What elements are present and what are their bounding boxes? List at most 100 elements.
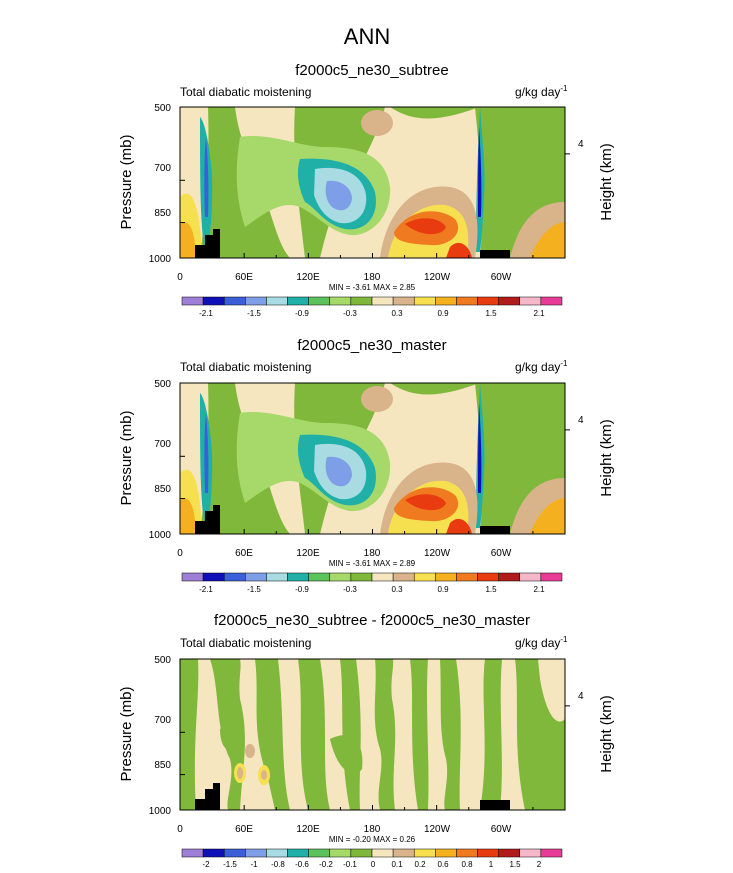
colorbar-label: 0.3: [391, 309, 403, 318]
figure-title: ANN: [344, 24, 390, 49]
colorbar-swatch: [477, 848, 499, 858]
axis-ticks: [179, 658, 570, 811]
colorbar-swatch: [435, 848, 457, 858]
contour-region: [515, 659, 565, 810]
colorbar-label: 1: [489, 860, 494, 869]
colorbar-label: -0.9: [295, 309, 309, 318]
y-tick-label: 850: [154, 484, 171, 495]
topography: [195, 783, 220, 810]
colorbar-swatch: [329, 848, 352, 858]
x-tick-label: 180: [364, 824, 381, 835]
units-label: g/kg day-1: [515, 359, 568, 374]
colorbar-swatch: [540, 572, 563, 582]
x-tick-label: 120W: [424, 548, 451, 559]
panel-title: f2000c5_ne30_master: [297, 337, 446, 354]
colorbar-swatch: [498, 296, 521, 306]
contour-region: [361, 110, 393, 136]
colorbar-label: -1.5: [247, 309, 261, 318]
variable-label: Total diabatic moistening: [180, 360, 311, 374]
x-tick-label: 120W: [424, 272, 451, 283]
contour-region: [446, 242, 472, 258]
contour-region: [405, 218, 446, 235]
colorbar-label: 0.3: [391, 585, 403, 594]
contour-region: [330, 735, 363, 774]
x-tick-label: 180: [364, 272, 381, 283]
colorbar-swatch: [350, 572, 373, 582]
colorbar-swatch: [435, 296, 457, 306]
colorbar-swatch: [308, 296, 331, 306]
contour-region: [180, 659, 199, 810]
contour-region: [180, 222, 196, 258]
colorbar-swatch: [181, 848, 204, 858]
contour-region: [530, 222, 565, 258]
panel-title: f2000c5_ne30_subtree - f2000c5_ne30_mast…: [214, 612, 530, 629]
x-tick-label: 180: [364, 548, 381, 559]
contour-region: [298, 659, 330, 810]
x-tick-label: 60W: [491, 548, 512, 559]
axis-ticks: [179, 382, 570, 535]
y2-axis-title: Height (km): [598, 143, 615, 221]
colorbar-swatch: [223, 296, 246, 306]
colorbar-label: 0.1: [391, 860, 403, 869]
x-tick-label: 60W: [491, 824, 512, 835]
colorbar-swatch: [498, 848, 521, 858]
colorbar-swatch: [350, 296, 373, 306]
contour-region: [405, 494, 446, 511]
contour-region: [478, 403, 482, 493]
colorbar-swatch: [287, 296, 309, 306]
y-tick-label: 500: [154, 103, 171, 114]
colorbar-swatch: [266, 572, 288, 582]
contour-region: [180, 498, 196, 534]
colorbar-label: 0.6: [437, 860, 449, 869]
y-tick-label: 1000: [149, 254, 172, 265]
colorbar-swatch: [245, 572, 267, 582]
topography: [480, 526, 510, 534]
colorbar-swatch: [477, 572, 499, 582]
contour-region: [390, 383, 480, 395]
colorbar-swatch: [350, 848, 373, 858]
colorbar-swatch: [223, 848, 246, 858]
colorbar-swatch: [540, 296, 563, 306]
y-tick-label: 1000: [149, 530, 172, 541]
colorbar-label: 0.9: [437, 585, 449, 594]
contour-plot: [179, 382, 566, 535]
colorbar-label: 1.5: [485, 585, 497, 594]
colorbar-label: 0.8: [461, 860, 473, 869]
contour-region: [261, 770, 267, 780]
panel-title: f2000c5_ne30_subtree: [295, 62, 448, 79]
colorbar-label: 2.1: [533, 585, 545, 594]
colorbar-label: 1.5: [485, 309, 497, 318]
contour-region: [361, 386, 393, 412]
y-tick-label: 500: [154, 655, 171, 666]
colorbar-label: -0.3: [343, 585, 357, 594]
colorbar-swatch: [371, 296, 394, 306]
contour-region: [245, 744, 255, 758]
x-tick-label: 60E: [235, 548, 253, 559]
colorbar-label: -0.2: [319, 860, 333, 869]
x-tick-label: 60W: [491, 272, 512, 283]
contour-plot: [179, 106, 566, 259]
contour-region: [220, 725, 238, 751]
y-tick-label: 500: [154, 379, 171, 390]
colorbar-swatch: [287, 572, 309, 582]
colorbar-label: -1.5: [223, 860, 237, 869]
colorbar-swatch: [477, 296, 499, 306]
right-tick-label: 4: [578, 415, 584, 426]
colorbar-swatch: [519, 572, 542, 582]
colorbar-swatch: [287, 848, 309, 858]
colorbar: [181, 296, 563, 306]
colorbar-label: 1.5: [509, 860, 521, 869]
min-max-stats: MIN = -3.61 MAX = 2.89: [329, 559, 416, 568]
colorbar-swatch: [202, 848, 225, 858]
y-axis-title: Pressure (mb): [118, 686, 135, 781]
contour-region: [410, 659, 429, 810]
y-tick-label: 700: [154, 163, 171, 174]
x-tick-label: 0: [177, 548, 183, 559]
y2-axis-title: Height (km): [598, 419, 615, 497]
colorbar: [181, 848, 563, 858]
y-tick-label: 700: [154, 439, 171, 450]
colorbar-label: 2: [537, 860, 542, 869]
colorbar-swatch: [371, 572, 394, 582]
y-tick-label: 1000: [149, 806, 172, 817]
